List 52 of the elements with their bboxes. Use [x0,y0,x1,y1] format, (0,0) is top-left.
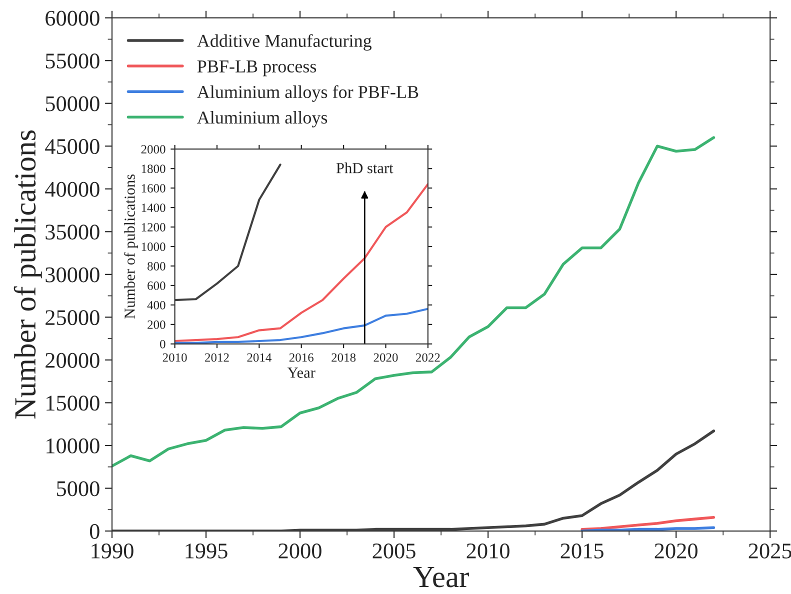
line-series [174,164,282,302]
y-tick-label: 40000 [45,182,100,197]
y-axis-title: Number of publications [14,130,42,419]
y-tick-label: 0 [160,340,166,348]
y-tick-label: 800 [148,262,166,270]
y-tick-label: 1600 [142,184,166,193]
legend-label: Aluminium alloys for PBF-LB [197,85,418,102]
x-tick-label: 2014 [247,353,272,362]
line-series [580,516,716,531]
x-tick-label: 2025 [748,543,791,558]
y-tick-label: 10000 [46,438,100,454]
legend-label: Additive Manufacturing [197,34,372,51]
y-tick-label: 5000 [57,481,100,496]
x-tick-label: 2022 [416,353,440,362]
x-tick-label: 2020 [654,543,698,558]
y-tick-label: 1400 [142,204,166,212]
y-tick-label: 400 [147,300,166,310]
y-tick-label: 25000 [46,310,100,326]
legend-label: Aluminium alloys [197,110,328,128]
y-tick-label: 60000 [46,10,100,26]
legend-label: PBF-LB process [197,60,316,76]
y-tick-label: 1800 [142,164,166,174]
y-tick-label: 200 [148,320,166,329]
y-tick-label: 0 [90,524,100,539]
y-tick-label: 1000 [142,242,166,251]
x-axis-title: Year [287,368,316,378]
y-tick-label: 2000 [141,145,166,154]
line-series [112,430,716,532]
y-tick-label: 50000 [46,96,100,112]
y-tick-label: 15000 [46,396,100,411]
ref-line-label: PhD start [336,162,394,174]
line-series [112,136,716,468]
x-tick-label: 2010 [466,543,510,558]
y-tick-label: 1200 [142,223,166,232]
x-tick-label: 1995 [186,544,228,558]
y-tick-label: 20000 [46,352,100,368]
x-tick-label: 1990 [92,543,134,558]
x-tick-label: 2000 [278,543,322,558]
y-tick-label: 55000 [46,54,100,69]
y-axis-title: Number of publications [124,174,138,319]
y-tick-label: 35000 [46,224,100,240]
y-tick-label: 600 [148,282,166,290]
y-tick-label: 45000 [45,139,100,154]
x-tick-label: 2020 [374,353,398,362]
x-tick-label: 2015 [560,543,604,558]
x-axis-title: Year [413,566,469,588]
y-tick-label: 30000 [46,267,100,282]
x-tick-label: 2005 [372,543,416,558]
x-tick-label: 2012 [205,353,229,362]
x-tick-label: 2016 [289,353,314,362]
x-tick-label: 2010 [162,353,187,362]
x-tick-label: 2018 [332,353,356,362]
